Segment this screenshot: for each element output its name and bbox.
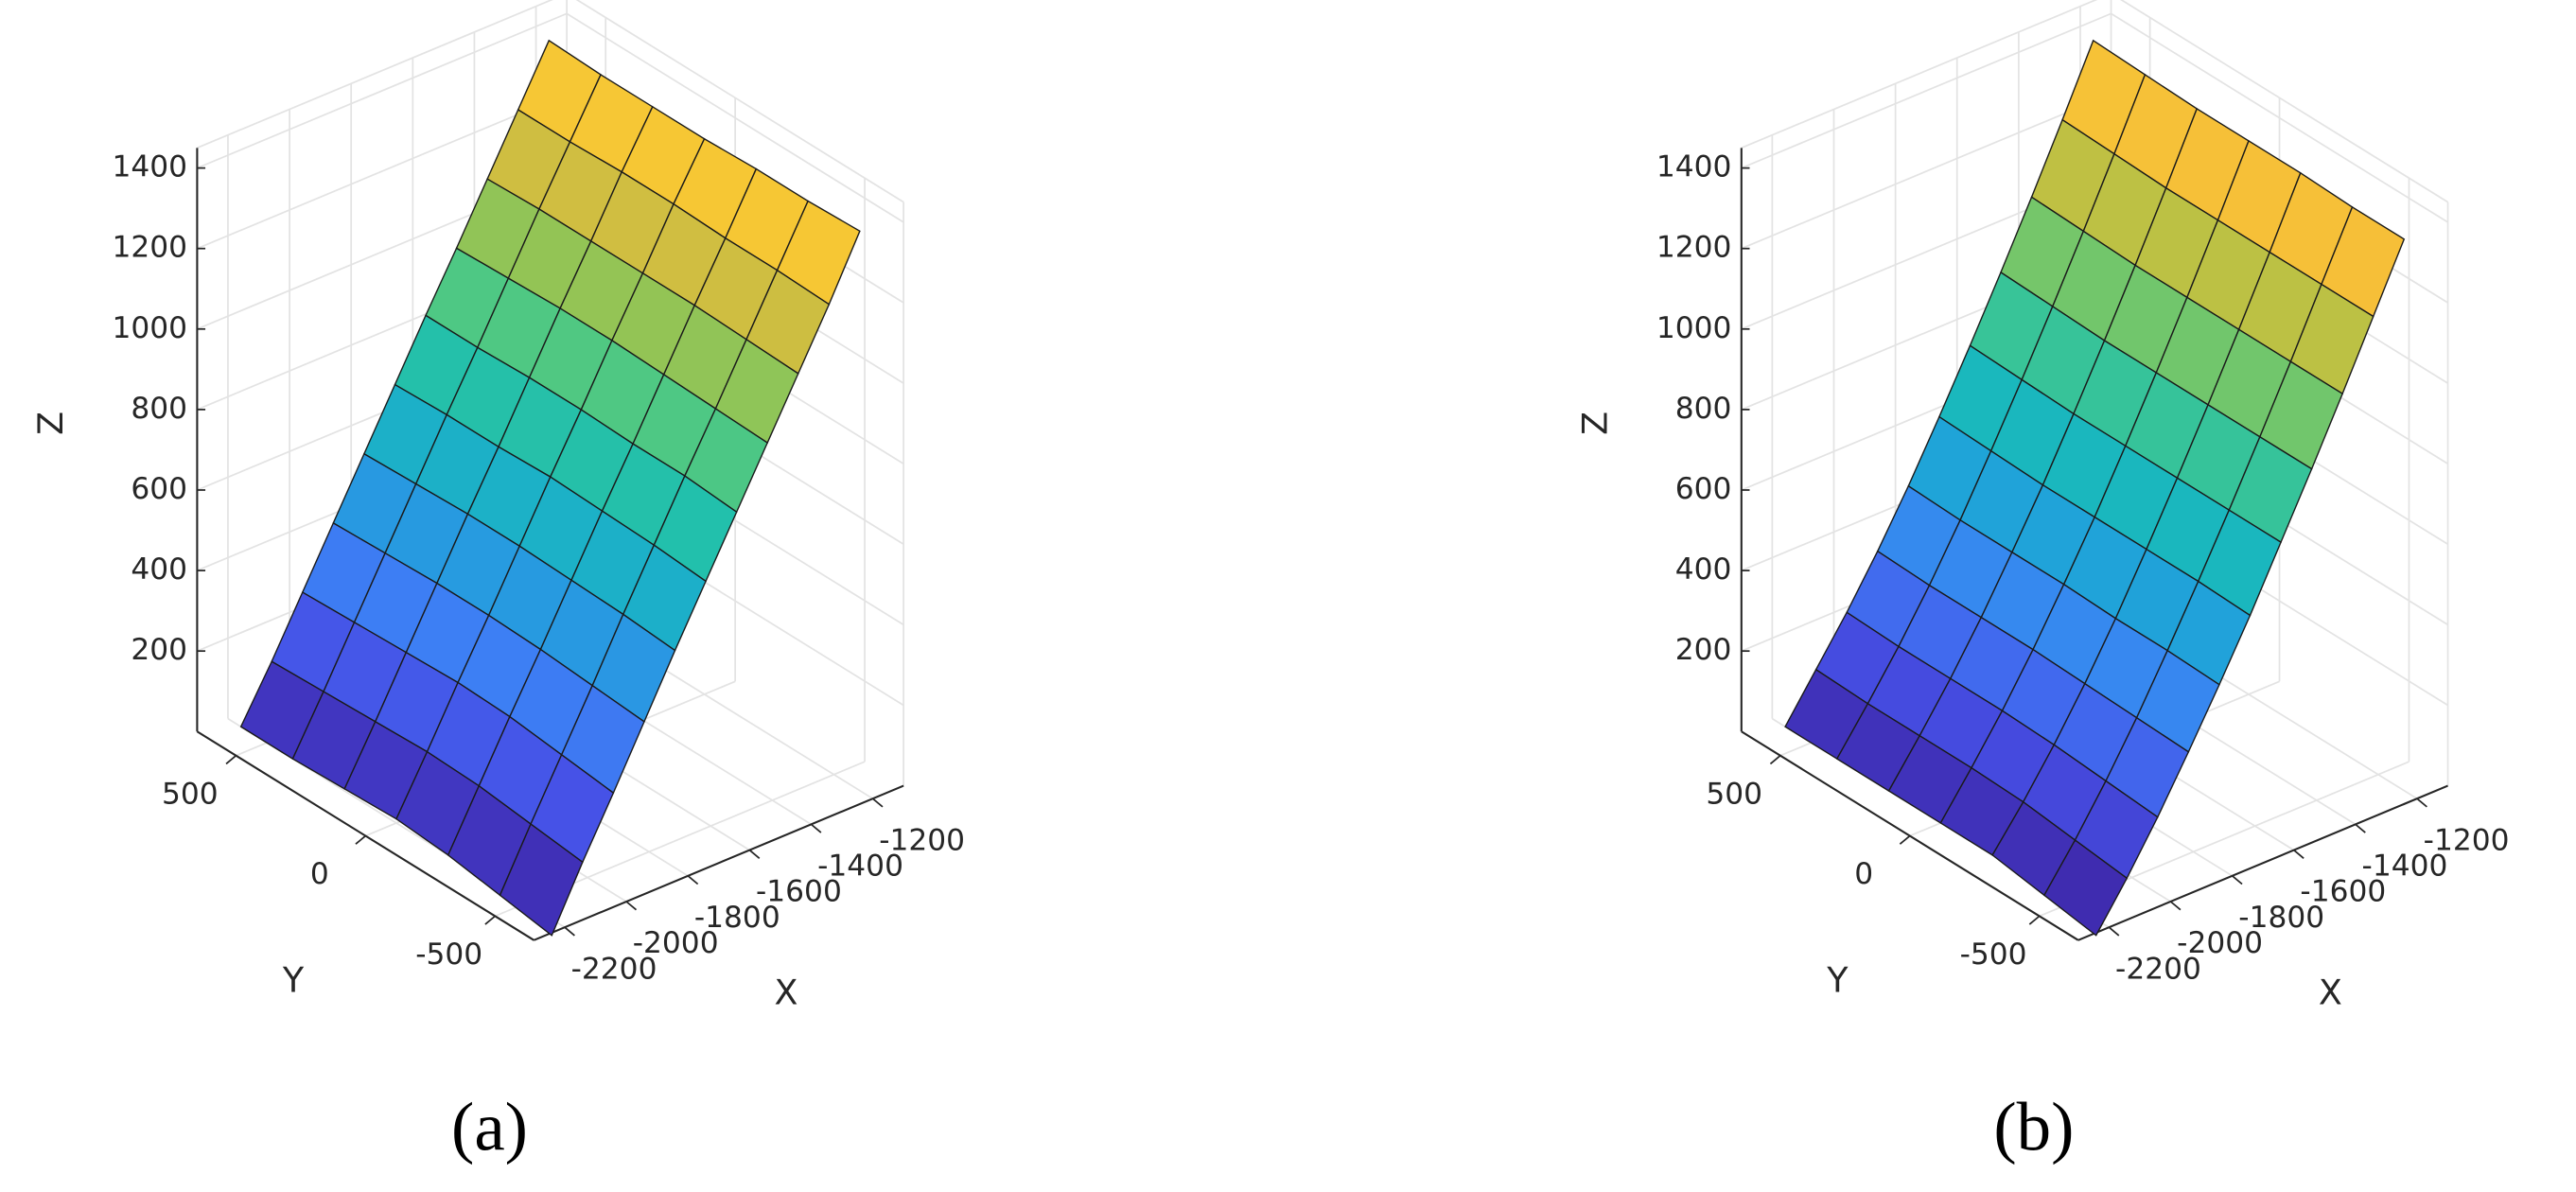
x-tick	[2416, 798, 2427, 808]
y-tick-label: 500	[1706, 777, 1762, 811]
x-tick-label: -1800	[694, 901, 780, 935]
x-axis	[533, 784, 904, 941]
y-tick	[225, 755, 237, 765]
x-tick	[872, 798, 884, 808]
z-tick-label: 800	[1675, 392, 1732, 426]
x-tick-label: -1200	[879, 823, 965, 857]
z-tick-label: 600	[1675, 472, 1732, 506]
x-axis-label: X	[774, 973, 797, 1013]
z-tick-label: 1200	[1656, 231, 1732, 265]
z-tick-label: 1000	[112, 311, 187, 345]
z-tick-label: 1000	[1656, 311, 1732, 345]
y-tick-label: 0	[310, 857, 329, 891]
z-tick-label: 400	[131, 552, 187, 587]
x-tick-label: -1200	[2424, 823, 2510, 857]
grid-line	[1741, 93, 2112, 250]
x-axis-label: X	[2319, 973, 2342, 1013]
x-tick-label: -2200	[2115, 952, 2201, 986]
panel-caption: (b)	[1993, 1088, 2074, 1165]
x-tick-label: -2000	[633, 926, 719, 960]
y-axis-label: Y	[1826, 960, 1849, 1001]
grid-line	[197, 12, 568, 169]
x-axis	[2077, 784, 2448, 941]
z-tick-label: 800	[131, 392, 187, 426]
x-tick	[748, 849, 761, 859]
z-axis-label: Z	[1574, 412, 1615, 435]
box-edge	[2120, 0, 2449, 203]
x-tick	[2293, 849, 2304, 859]
y-tick	[1899, 834, 1911, 845]
y-tick-label: 500	[162, 777, 219, 811]
x-tick-label: -1400	[2362, 850, 2448, 884]
x-tick	[564, 926, 575, 937]
x-tick	[810, 823, 822, 833]
z-tick-label: 1400	[1656, 150, 1732, 184]
x-tick	[625, 901, 638, 911]
y-tick-label: 0	[1854, 857, 1873, 891]
z-tick-label: 200	[131, 633, 187, 667]
x-tick-label: -1600	[2300, 875, 2386, 909]
y-tick-label: -500	[415, 938, 482, 972]
x-tick-label: -2000	[2177, 926, 2263, 960]
z-tick-label: 600	[131, 472, 187, 506]
box-edge	[1741, 0, 2098, 149]
y-tick-label: -500	[1960, 938, 2027, 972]
y-tick	[355, 834, 366, 845]
y-axis-label: Y	[282, 960, 305, 1001]
box-edge	[197, 0, 553, 149]
z-tick-label: 1200	[112, 231, 187, 265]
z-tick-label: 1400	[112, 150, 187, 184]
x-tick	[2232, 875, 2243, 885]
x-tick-label: -1600	[756, 875, 842, 909]
x-tick	[687, 875, 699, 885]
box-edge	[575, 0, 904, 203]
x-tick-label: -1400	[817, 850, 903, 884]
z-axis-label: Z	[30, 412, 71, 435]
grid-line	[1741, 12, 2112, 169]
x-tick	[2355, 823, 2366, 833]
z-tick-label: 400	[1675, 552, 1732, 587]
x-tick-label: -2200	[571, 952, 657, 986]
z-tick-label: 200	[1675, 633, 1732, 667]
surface-plot: 200400600800100012001400-2200-2000-1800-…	[1574, 0, 2509, 1165]
surface-patch	[499, 822, 584, 937]
y-tick	[2028, 915, 2041, 925]
y-tick	[484, 915, 496, 925]
x-tick	[2169, 901, 2182, 911]
panel-caption: (a)	[451, 1088, 528, 1165]
surface-plot: 200400600800100012001400-2200-2000-1800-…	[30, 0, 965, 1165]
x-tick	[2108, 926, 2120, 937]
grid-line	[197, 93, 568, 250]
surface-patch	[2043, 839, 2129, 937]
y-tick	[1769, 755, 1781, 765]
x-tick-label: -1800	[2238, 901, 2324, 935]
